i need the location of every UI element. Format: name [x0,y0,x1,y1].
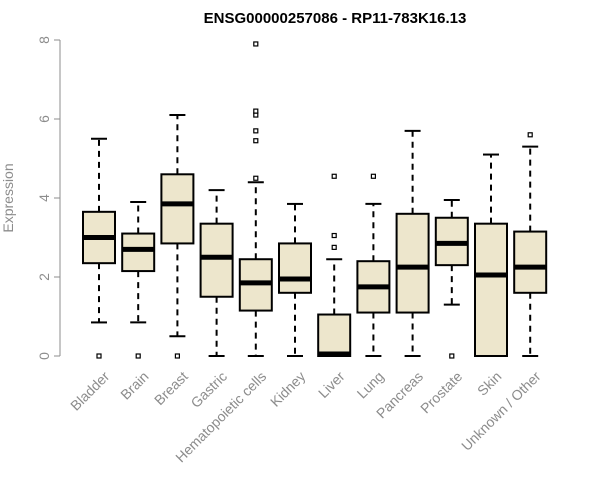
box-brain [121,200,156,359]
box-kidney [278,202,312,357]
outlier-point [174,353,180,359]
box-iqr [199,222,234,298]
box-bladder [82,137,116,359]
outlier-point [370,173,376,179]
outlier-point [449,353,455,359]
outlier-point [331,173,337,179]
outlier-point [253,175,259,181]
y-tick-label: 0 [36,352,52,360]
box-breast [160,114,195,359]
box-unknown-other [513,132,548,357]
box-gastric [199,189,234,357]
y-axis-label: Expression [0,163,16,232]
box-iqr [160,173,195,245]
y-tick-label: 2 [36,273,52,281]
outlier-point [331,232,337,239]
outlier-point [527,132,533,138]
box-lung [356,173,391,357]
outlier-point [253,108,259,114]
box-skin [474,153,508,357]
box-iqr [474,222,508,357]
x-tick-label: Prostate [417,368,465,416]
box-iqr [121,232,156,273]
x-tick-label: Brain [117,368,151,402]
chart-title: ENSG00000257086 - RP11-783K16.13 [204,10,467,27]
box-iqr [395,212,430,314]
x-tick-label: Kidney [267,368,309,410]
y-tick-label: 6 [36,115,52,123]
box-iqr [513,230,548,294]
boxes [82,41,548,359]
box-iqr [317,313,352,357]
outlier-point [253,41,259,47]
x-tick-label: Lung [354,368,387,401]
outlier-point [135,353,141,359]
y-tick-label: 8 [36,36,52,44]
box-pancreas [395,129,430,357]
outlier-point [96,353,102,359]
x-tick-label: Skin [474,368,505,399]
x-tick-label: Bladder [67,368,113,414]
outlier-point [331,244,337,250]
x-tick-label: Liver [315,368,348,401]
outlier-point [253,138,259,144]
box-liver [317,173,352,357]
y-tick-label: 4 [36,194,52,202]
outlier-point [253,128,259,134]
x-tick-label: Breast [151,368,191,408]
box-hematopoietic-cells [238,41,273,357]
box-iqr [278,242,312,294]
box-prostate [434,198,469,359]
y-axis: 0 2 4 6 8 [36,36,61,360]
